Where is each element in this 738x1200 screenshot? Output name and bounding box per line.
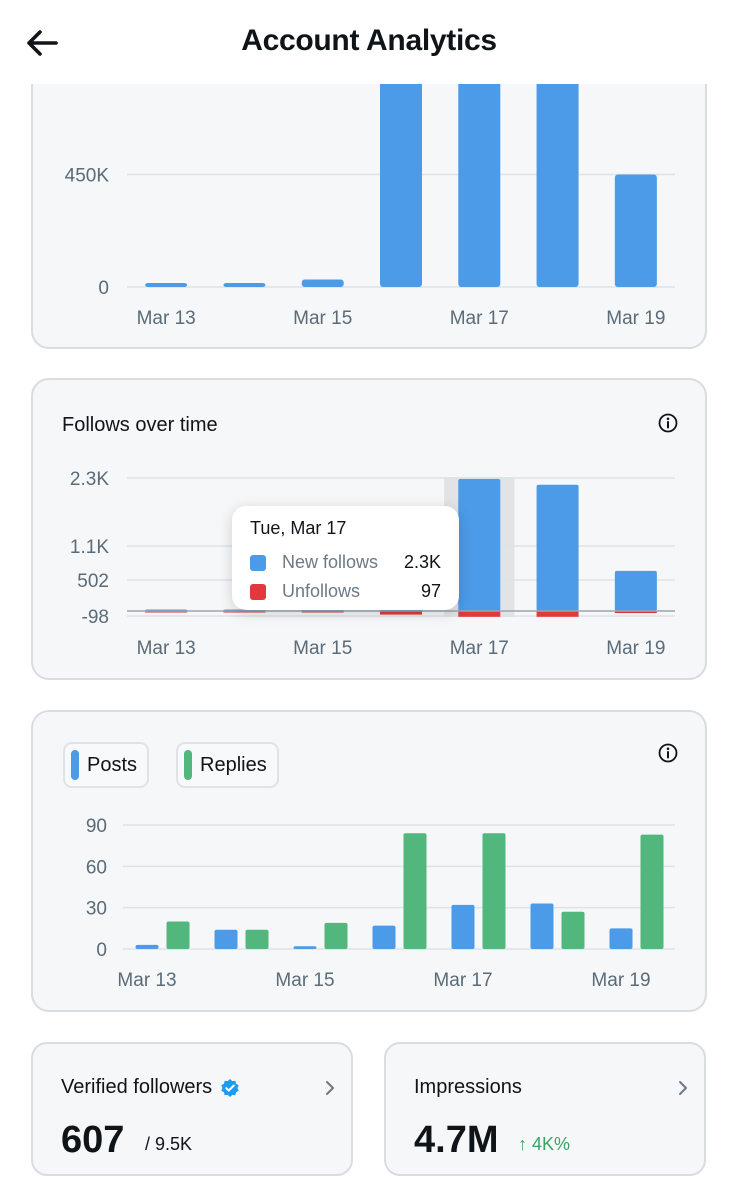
x-tick-label: Mar 17	[450, 308, 509, 329]
bar-replies-mar-13	[166, 921, 190, 949]
y-tick-label: 60	[86, 857, 107, 878]
x-tick-label: Mar 15	[275, 970, 334, 991]
verified-followers-value: 607	[61, 1119, 125, 1161]
bar-replies-mar-14	[245, 929, 269, 949]
bar-posts-mar-18	[530, 903, 554, 949]
bar-mar-17	[458, 42, 501, 287]
bar-new-follows-mar-18	[536, 484, 579, 611]
legend-label: Posts	[87, 753, 138, 776]
y-tick-label: 30	[86, 899, 107, 920]
impressions-change: ↑ 4K%	[518, 1134, 571, 1154]
y-tick-label: 2.3K	[70, 469, 109, 490]
verified-badge-icon	[221, 1078, 239, 1097]
header: Account Analytics	[0, 0, 738, 84]
bar-mar-15	[301, 279, 344, 287]
follows-chart-card: Follows over time -98 502 1.1K 2.3K Mar 13 Ma…	[31, 378, 707, 680]
chart-tooltip: Tue, Mar 17 New follows 2.3K Unfollows 9…	[232, 506, 459, 610]
stat-title-text: Verified followers	[61, 1076, 213, 1098]
tooltip-label: New follows	[282, 552, 379, 572]
legend-toggle-replies[interactable]: Replies	[176, 742, 279, 788]
impressions-card[interactable]: Impressions 4.7M ↑ 4K%	[384, 1042, 706, 1176]
y-tick-label: 0	[96, 940, 107, 961]
posts-replies-bar-chart: 0 30 60 90 Mar 13 Mar 15 Mar 17 Mar 19	[86, 816, 675, 991]
tooltip-label: Unfollows	[282, 581, 361, 601]
tooltip-row-new-follows: New follows 2.3K	[250, 548, 441, 577]
x-tick-label: Mar 17	[450, 638, 509, 659]
posts-swatch	[71, 750, 79, 780]
verified-followers-title: Verified followers	[61, 1076, 240, 1099]
bar-posts-mar-17	[451, 904, 475, 949]
page-title: Account Analytics	[241, 24, 497, 57]
follows-chart-title: Follows over time	[62, 414, 218, 436]
tooltip-row-unfollows: Unfollows 97	[250, 577, 441, 606]
total-followers-value: / 9.5K	[145, 1134, 193, 1154]
bar-replies-mar-18	[561, 911, 585, 949]
y-tick-label: 90	[86, 816, 107, 837]
tooltip-value: 97	[420, 581, 441, 601]
x-tick-label: Mar 13	[137, 638, 196, 659]
info-icon[interactable]	[657, 412, 679, 434]
tooltip-value: 2.3K	[403, 552, 441, 572]
bar-posts-mar-15	[293, 946, 317, 949]
impressions-title: Impressions	[414, 1076, 522, 1098]
bar-posts-mar-14	[214, 929, 238, 949]
replies-swatch	[184, 750, 192, 780]
bar-new-follows-mar-17	[458, 479, 501, 611]
bar-posts-mar-13	[135, 944, 159, 949]
bar-mar-16	[380, 42, 422, 287]
y-tick-label: 450K	[65, 166, 110, 187]
bar-replies-mar-16	[403, 833, 427, 949]
bar-replies-mar-19	[640, 834, 664, 949]
back-arrow-icon[interactable]	[20, 22, 64, 66]
bar-posts-mar-16	[372, 925, 396, 949]
tooltip-date: Tue, Mar 17	[250, 518, 347, 538]
bar-unfollows-mar-19	[614, 611, 657, 614]
bar-replies-mar-15	[324, 922, 348, 949]
impressions-value: 4.7M	[414, 1119, 499, 1161]
bar-mar-13	[145, 283, 188, 287]
bar-unfollows-mar-18	[536, 611, 579, 617]
y-tick-label: -98	[82, 607, 109, 628]
y-tick-label: 502	[77, 571, 109, 592]
x-tick-label: Mar 15	[293, 308, 352, 329]
y-tick-label: 1.1K	[70, 537, 109, 558]
bar-new-follows-mar-19	[614, 570, 657, 611]
bar-mar-18	[536, 42, 579, 287]
x-tick-label: Mar 19	[606, 308, 665, 329]
x-tick-label: Mar 13	[137, 308, 196, 329]
legend-label: Replies	[200, 753, 267, 776]
legend-toggle-posts[interactable]: Posts	[63, 742, 150, 788]
bar-mar-19	[614, 174, 657, 287]
info-icon[interactable]	[657, 742, 679, 764]
x-tick-label: Mar 17	[433, 970, 492, 991]
unfollows-swatch	[250, 583, 266, 600]
chevron-right-icon	[326, 1081, 334, 1095]
bar-posts-mar-19	[609, 928, 633, 949]
posts-chart-card: Posts Replies 0 30 60 90 Mar 13 Mar 15 Mar 17 M…	[31, 710, 707, 1012]
bar-mar-14	[223, 283, 266, 287]
chevron-right-icon	[679, 1081, 687, 1095]
x-tick-label: Mar 15	[293, 638, 352, 659]
x-tick-label: Mar 19	[591, 970, 650, 991]
bar-unfollows-mar-17	[458, 611, 501, 617]
verified-followers-card[interactable]: Verified followers 607 / 9.5K	[31, 1042, 353, 1176]
x-tick-label: Mar 19	[606, 638, 665, 659]
bar-unfollows-mar-16	[380, 611, 422, 615]
x-tick-label: Mar 13	[117, 970, 176, 991]
bar-replies-mar-17	[482, 833, 506, 949]
new-follows-swatch	[250, 554, 266, 571]
y-tick-label: 0	[98, 278, 109, 299]
